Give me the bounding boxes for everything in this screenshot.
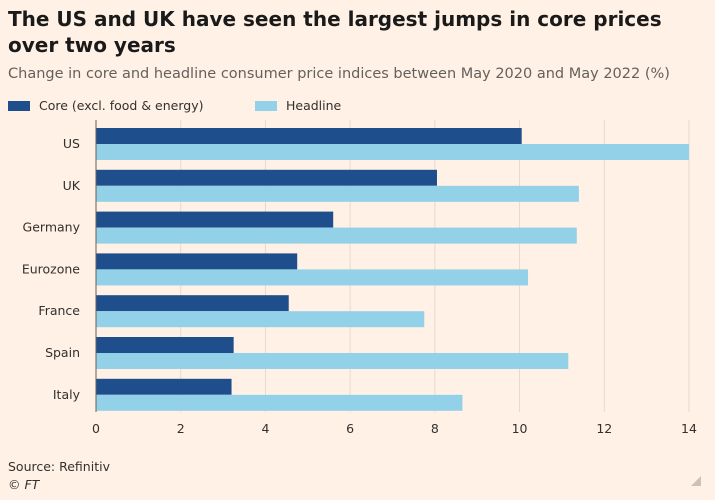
- x-tick-label-14: 14: [681, 421, 697, 436]
- legend-label-headline: Headline: [286, 98, 342, 113]
- bar-core-uk: [96, 169, 437, 186]
- x-tick-label-10: 10: [512, 421, 528, 436]
- legend-item-headline: Headline: [255, 98, 341, 113]
- x-tick-label-6: 6: [346, 421, 354, 436]
- bar-headline-spain: [96, 353, 569, 369]
- bar-core-germany: [96, 211, 334, 228]
- category-label-spain: Spain: [45, 345, 80, 360]
- ft-credit: © FT: [8, 477, 40, 492]
- bar-headline-italy: [96, 394, 463, 411]
- bar-headline-us: [96, 144, 689, 160]
- bar-chart: US UK Germany Eurozone France Spain Italy 0 2 4 6 8…: [22, 120, 697, 436]
- bar-headline-germany: [96, 227, 577, 244]
- x-tick-label-4: 4: [261, 421, 269, 436]
- bar-headline-eurozone: [96, 269, 529, 286]
- bar-core-france: [96, 295, 289, 312]
- bar-core-eurozone: [96, 253, 298, 270]
- category-label-germany: Germany: [23, 220, 81, 235]
- chart-subtitle: Change in core and headline consumer pri…: [8, 66, 670, 82]
- legend-swatch-headline: [255, 100, 277, 111]
- legend-label-core: Core (excl. food & energy): [39, 98, 204, 113]
- category-label-uk: UK: [63, 178, 81, 193]
- x-tick-label-0: 0: [92, 421, 100, 436]
- legend-item-core: Core (excl. food & energy): [8, 98, 203, 113]
- bar-core-italy: [96, 378, 232, 395]
- resize-corner-icon: [691, 476, 701, 486]
- category-label-us: US: [63, 136, 80, 151]
- category-label-eurozone: Eurozone: [22, 261, 80, 276]
- bar-core-us: [96, 128, 522, 144]
- x-tick-label-2: 2: [177, 421, 185, 436]
- legend-swatch-core: [8, 100, 30, 111]
- bar-headline-france: [96, 311, 425, 328]
- x-tick-label-12: 12: [596, 421, 612, 436]
- bar-headline-uk: [96, 185, 579, 202]
- category-label-italy: Italy: [53, 387, 81, 402]
- bar-core-spain: [96, 337, 234, 353]
- source-note: Source: Refinitiv: [8, 459, 110, 474]
- category-label-france: France: [38, 303, 80, 318]
- chart-title: The US and UK have seen the largest jump…: [8, 7, 662, 57]
- x-tick-label-8: 8: [431, 421, 439, 436]
